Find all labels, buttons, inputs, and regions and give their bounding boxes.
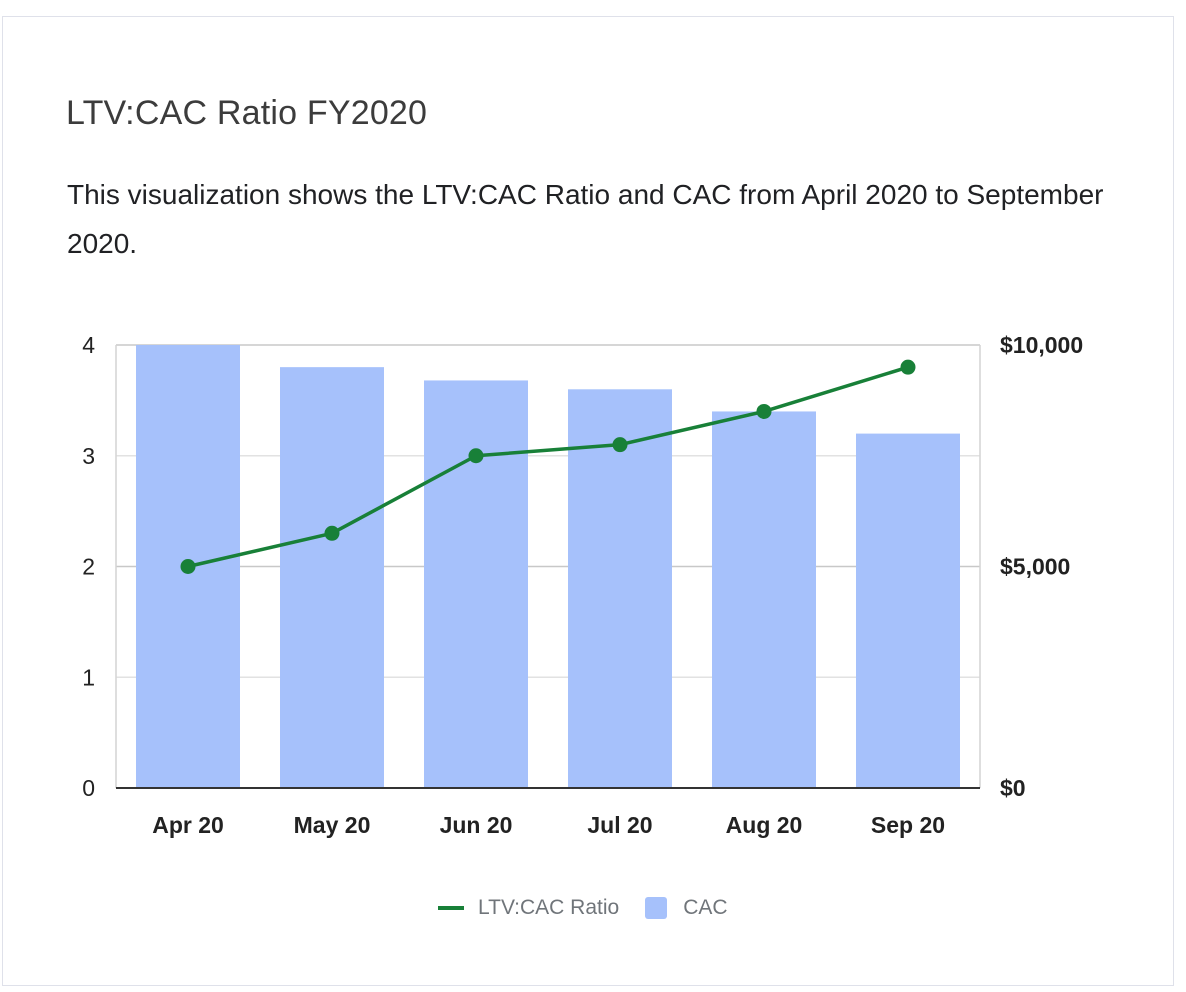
tick-labels: 0 1 2 3 4 $0 $5,000 $10,000 Apr 20 May 20 Jun 20 Ju… bbox=[82, 332, 1083, 838]
x-tick-label: May 20 bbox=[294, 812, 371, 838]
x-tick-label: Aug 20 bbox=[726, 812, 803, 838]
ratio-point bbox=[468, 448, 484, 464]
y-right-tick-label: $5,000 bbox=[1000, 554, 1070, 580]
y-left-tick-label: 4 bbox=[82, 332, 95, 358]
legend: LTV:CAC Ratio CAC bbox=[438, 896, 728, 920]
x-tick-label: Jul 20 bbox=[587, 812, 652, 838]
y-left-tick-label: 0 bbox=[82, 775, 95, 801]
y-left-tick-label: 3 bbox=[82, 443, 95, 469]
ratio-series-line bbox=[187, 365, 909, 569]
legend-ratio-label: LTV:CAC Ratio bbox=[478, 896, 620, 919]
ratio-point bbox=[324, 525, 340, 541]
ratio-point bbox=[180, 559, 196, 574]
y-right-tick-label: $10,000 bbox=[1000, 332, 1083, 358]
ratio-line bbox=[180, 359, 916, 574]
cac-bar bbox=[712, 411, 816, 788]
ratio-point bbox=[612, 437, 628, 453]
chart-title: LTV:CAC Ratio FY2020 bbox=[66, 94, 428, 132]
cac-bar bbox=[856, 433, 960, 788]
gridlines bbox=[116, 344, 980, 678]
ratio-point bbox=[900, 359, 916, 375]
legend-line-swatch bbox=[438, 906, 464, 910]
x-tick-label: Apr 20 bbox=[152, 812, 224, 838]
y-right-tick-label: $0 bbox=[1000, 775, 1026, 801]
ratio-point bbox=[756, 403, 772, 419]
x-tick-label: Sep 20 bbox=[871, 812, 945, 838]
axes bbox=[115, 345, 981, 789]
legend-bar-swatch bbox=[645, 897, 668, 919]
chart-description: This visualization shows the LTV:CAC Rat… bbox=[67, 179, 1104, 259]
x-tick-label: Jun 20 bbox=[440, 812, 513, 838]
legend-cac-label: CAC bbox=[683, 896, 728, 919]
y-left-tick-label: 1 bbox=[82, 664, 95, 690]
cac-bar bbox=[568, 389, 672, 788]
cac-bar bbox=[424, 380, 528, 788]
y-left-tick-label: 2 bbox=[82, 554, 95, 580]
cac-bar bbox=[280, 367, 384, 788]
